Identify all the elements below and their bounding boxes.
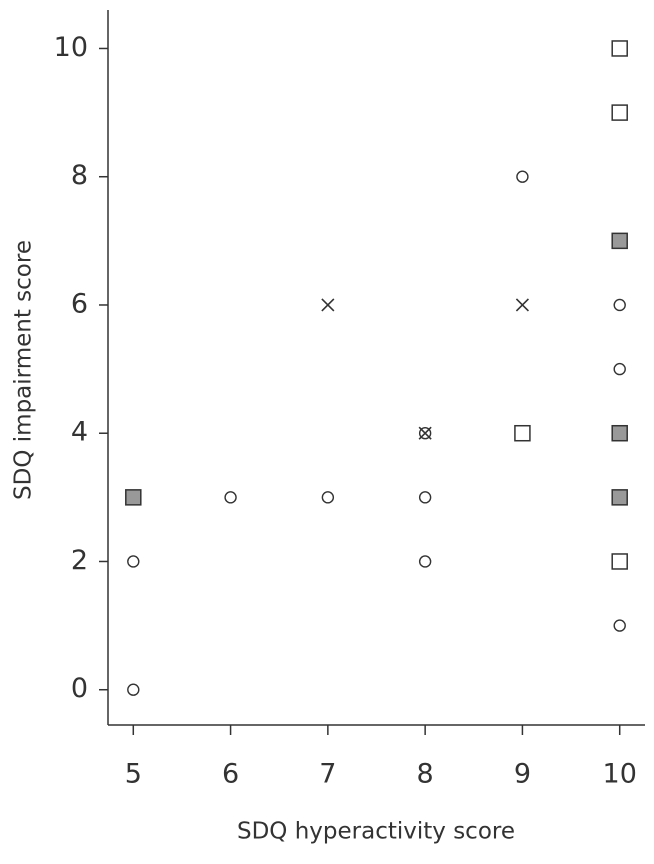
x-axis-label: SDQ hyperactivity score [237,819,515,845]
point [224,491,237,504]
point [611,553,628,570]
point [611,40,628,57]
point [418,555,432,568]
point [125,489,142,506]
x-tick-label: 8 [417,759,434,790]
point [613,362,626,376]
y-tick-label: 10 [54,32,88,63]
x-tick-label: 10 [603,759,637,790]
point [418,426,432,440]
point [127,555,140,568]
y-axis-label: SDQ impairment score [11,240,37,500]
point [321,298,335,312]
y-tick-label: 4 [71,417,88,448]
x-tick-label: 5 [125,759,142,790]
y-tick-label: 8 [71,160,88,191]
x-tick-label: 7 [319,759,336,790]
point [418,427,432,440]
y-tick-label: 0 [71,673,88,704]
point [514,424,531,442]
point [613,298,626,312]
point [611,104,628,121]
point [611,489,628,506]
y-tick-label: 2 [71,545,88,576]
x-tick-label: 6 [222,759,239,790]
x-tick-label: 9 [514,759,531,790]
point [516,170,529,183]
point [321,491,335,504]
point [613,619,626,632]
point [611,424,628,442]
point [127,683,140,696]
point [418,491,432,504]
y-tick-label: 6 [71,288,88,319]
point [515,298,529,312]
point [611,232,628,250]
